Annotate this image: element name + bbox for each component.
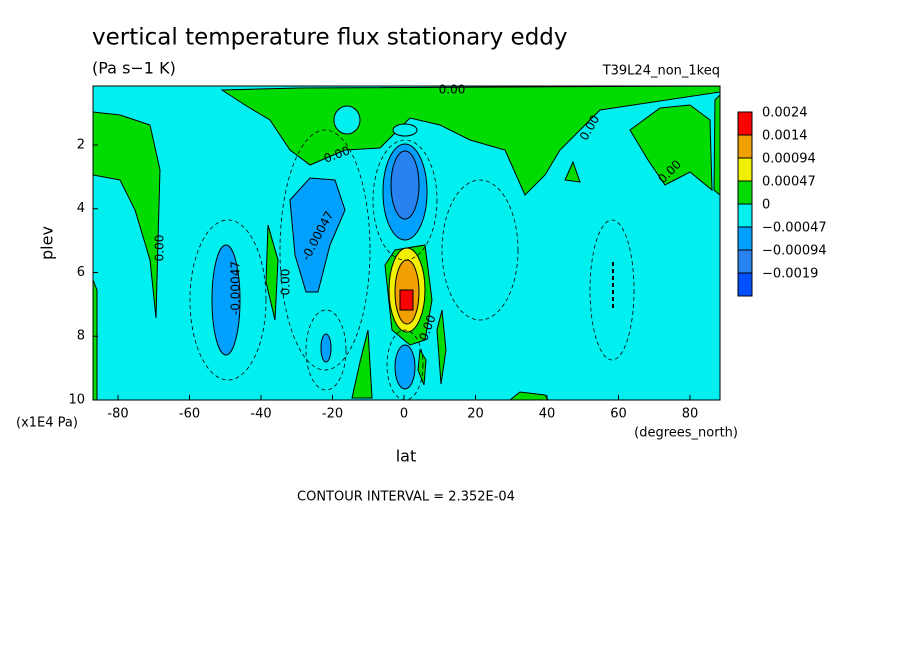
colorbar-swatch (737, 134, 753, 159)
contour-region (351, 329, 373, 399)
dashed-contour (279, 129, 371, 371)
colorbar-label: −0.00047 (762, 221, 827, 236)
x-units: (degrees_north) (634, 426, 738, 441)
contour-region (629, 104, 713, 192)
contour-region (436, 309, 447, 385)
chart-subtitle: (Pa s−1 K) (92, 59, 176, 78)
contour-region (392, 123, 418, 137)
contour-region (564, 160, 581, 183)
contour-region (417, 348, 427, 386)
contour-region (92, 279, 98, 401)
contour-region (390, 150, 420, 220)
plot-frame (92, 85, 721, 401)
contour-region (320, 333, 332, 363)
dashed-contour (372, 139, 438, 261)
y-tick-label: 10 (68, 393, 85, 408)
contour-label: 0.00 (439, 83, 466, 97)
contour-region (333, 105, 361, 135)
chart-title: vertical temperature flux stationary edd… (92, 25, 568, 51)
colorbar-label: 0.00047 (762, 175, 816, 190)
x-tick-label: 20 (467, 407, 484, 422)
x-tick-label: -60 (179, 407, 200, 422)
y-axis-label: plev (38, 226, 57, 260)
run-label: T39L24_non_1keq (602, 64, 720, 79)
x-tick-label: 0 (400, 407, 408, 422)
x-axis-label: lat (396, 447, 417, 466)
dashed-contour (305, 309, 347, 391)
dashed-contour (189, 219, 267, 381)
colorbar-swatch (737, 111, 753, 136)
dashed-contour (589, 219, 635, 361)
dashed-contour (441, 179, 519, 321)
y-units: (x1E4 Pa) (16, 416, 78, 431)
x-tick-label: -20 (322, 407, 343, 422)
y-tick-label: 8 (77, 329, 85, 344)
contour-label: 0.00 (153, 235, 167, 262)
x-tick-label: -40 (250, 407, 271, 422)
contour-label: -0.00047 (229, 261, 243, 315)
colorbar-swatch (737, 157, 753, 182)
y-tick-label: 2 (77, 137, 85, 152)
colorbar-swatch (737, 226, 753, 251)
y-tick-label: 6 (77, 265, 85, 280)
colorbar-swatch (737, 272, 753, 297)
colorbar-label: 0 (762, 198, 770, 213)
contour-label: 0.00 (279, 269, 293, 296)
contour-region (713, 93, 721, 197)
x-tick-label: 60 (610, 407, 627, 422)
contour-region (265, 224, 279, 321)
y-tick-label: 4 (77, 201, 85, 216)
colorbar-label: 0.0024 (762, 106, 808, 121)
contour-region (399, 289, 414, 311)
x-tick-label: 40 (539, 407, 556, 422)
x-tick-label: 80 (682, 407, 699, 422)
contour-region (211, 244, 241, 356)
colorbar-swatch (737, 203, 753, 228)
colorbar-label: 0.00094 (762, 152, 816, 167)
colorbar-swatch (737, 180, 753, 205)
colorbar-swatch (737, 249, 753, 274)
colorbar-label: −0.00094 (762, 244, 827, 259)
contour-region (92, 111, 161, 319)
contour-region (394, 344, 416, 390)
contour-region (289, 177, 346, 293)
colorbar-label: 0.0014 (762, 129, 808, 144)
colorbar-label: −0.0019 (762, 267, 818, 282)
footer: CONTOUR INTERVAL = 2.352E-04 (297, 490, 515, 505)
x-tick-label: -80 (107, 407, 128, 422)
